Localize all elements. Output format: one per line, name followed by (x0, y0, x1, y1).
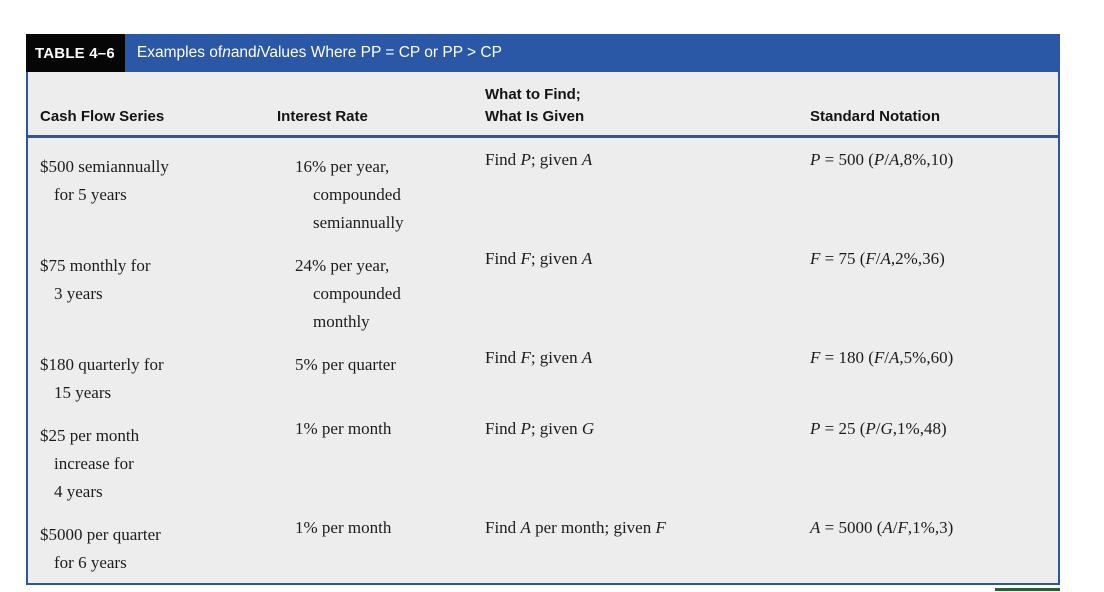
text-line: P = 25 (P/G,1%,48) (810, 419, 947, 438)
text-line: compounded (313, 284, 401, 303)
cell-interest-rate: 1% per month (269, 415, 475, 506)
cell-standard-notation: P = 25 (P/G,1%,48) (800, 415, 1058, 506)
header-divider-rule (28, 135, 1058, 138)
table-title: Examples of n and i Values Where PP = CP… (136, 44, 502, 61)
column-header-row: Cash Flow Series Interest Rate What to F… (28, 72, 1058, 135)
text-line: F = 75 (F/A,2%,36) (810, 249, 945, 268)
column-header-standard-notation: Standard Notation (810, 108, 940, 125)
cell-what-to-find: Find F; given A (475, 344, 800, 407)
table-4-6-figure: TABLE 4–6 Examples of n and i Values Whe… (26, 34, 1060, 585)
cell-interest-rate: 5% per quarter (269, 351, 475, 407)
column-header-what-to-find: What to Find; What Is Given (475, 84, 800, 128)
text-line: for 6 years (54, 553, 127, 572)
cell-interest-rate: 16% per year, compounded semiannually (269, 153, 475, 237)
table-row: $180 quarterly for 15 years 5% per quart… (28, 344, 1058, 407)
text-line: Find P; given A (485, 150, 593, 169)
text-line: increase for (54, 454, 134, 473)
table-row: $5000 per quarter for 6 years 1% per mon… (28, 514, 1058, 577)
cell-cash-flow-series: $75 monthly for 3 years (28, 252, 269, 336)
cell-cash-flow-series: $180 quarterly for 15 years (28, 351, 269, 407)
cell-interest-rate: 1% per month (269, 514, 475, 577)
column-header-line: What to Find; (485, 86, 581, 103)
cell-what-to-find: Find P; given G (475, 415, 800, 506)
text-line: for 5 years (54, 185, 127, 204)
cell-standard-notation: P = 500 (P/A,8%,10) (800, 146, 1058, 237)
column-header-line: What Is Given (485, 108, 585, 125)
table-body: Cash Flow Series Interest Rate What to F… (26, 72, 1060, 585)
text-line: Find F; given A (485, 249, 593, 268)
text-line: A = 5000 (A/F,1%,3) (810, 518, 954, 537)
cell-interest-rate: 24% per year, compounded monthly (269, 252, 475, 336)
cropped-bottom-accent-line (995, 588, 1060, 591)
text-line: monthly (313, 312, 370, 331)
table-rows: $500 semiannually for 5 years 16% per ye… (28, 146, 1058, 583)
text-line: Find A per month; given F (485, 518, 666, 537)
text-line: $180 quarterly for (40, 355, 164, 374)
text-line: $5000 per quarter (40, 525, 161, 544)
text-line: F = 180 (F/A,5%,60) (810, 348, 954, 367)
text-line: $25 per month (40, 426, 140, 445)
cell-what-to-find: Find P; given A (475, 146, 800, 237)
table-row: $75 monthly for 3 years 24% per year, co… (28, 245, 1058, 336)
text-line: 4 years (54, 482, 103, 501)
cell-standard-notation: F = 75 (F/A,2%,36) (800, 245, 1058, 336)
column-header-interest-rate: Interest Rate (277, 108, 368, 125)
table-header-band: TABLE 4–6 Examples of n and i Values Whe… (26, 34, 1060, 72)
cell-cash-flow-series: $25 per month increase for 4 years (28, 422, 269, 506)
text-line: Find P; given G (485, 419, 595, 438)
cell-what-to-find: Find A per month; given F (475, 514, 800, 577)
text-line: Find F; given A (485, 348, 593, 367)
cell-what-to-find: Find F; given A (475, 245, 800, 336)
column-header-cash-flow-series: Cash Flow Series (40, 108, 165, 125)
text-line: P = 500 (P/A,8%,10) (810, 150, 954, 169)
text-line: 1% per month (295, 419, 392, 438)
text-line: 5% per quarter (295, 355, 397, 374)
text-line: 3 years (54, 284, 103, 303)
text-line: 15 years (54, 383, 112, 402)
text-line: $500 semiannually (40, 157, 169, 176)
table-row: $500 semiannually for 5 years 16% per ye… (28, 146, 1058, 237)
text-line: $75 monthly for (40, 256, 151, 275)
table-row: $25 per month increase for 4 years 1% pe… (28, 415, 1058, 506)
cell-cash-flow-series: $500 semiannually for 5 years (28, 153, 269, 237)
table-label: TABLE 4–6 (26, 34, 125, 72)
cell-standard-notation: F = 180 (F/A,5%,60) (800, 344, 1058, 407)
text-line: 1% per month (295, 518, 392, 537)
text-line: compounded (313, 185, 401, 204)
text-line: 24% per year, (295, 256, 390, 275)
cell-standard-notation: A = 5000 (A/F,1%,3) (800, 514, 1058, 577)
cell-cash-flow-series: $5000 per quarter for 6 years (28, 521, 269, 577)
text-line: semiannually (313, 213, 404, 232)
text-line: 16% per year, (295, 157, 390, 176)
